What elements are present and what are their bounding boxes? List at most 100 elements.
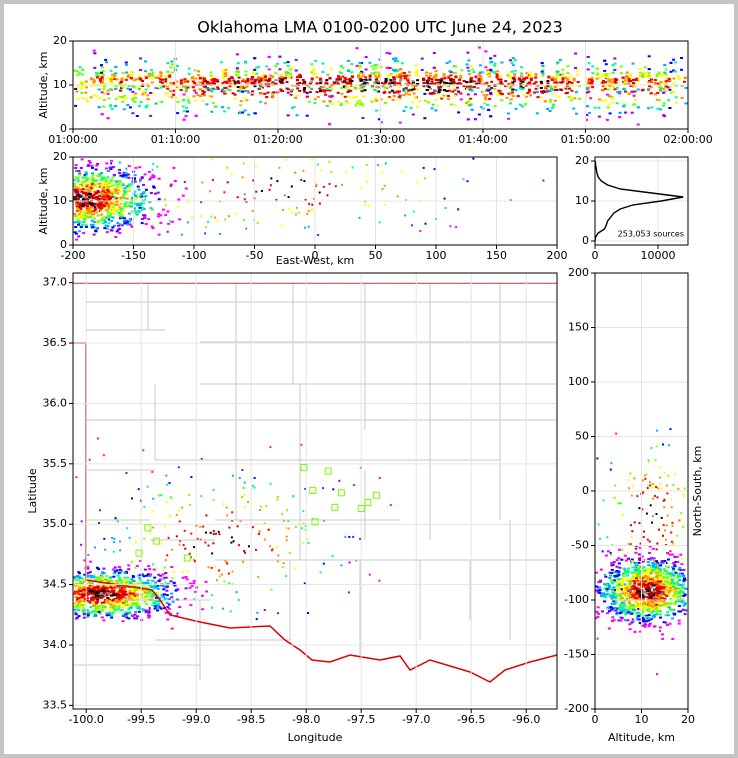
density-cell [517,77,521,80]
density-cell [193,546,196,549]
density-cell [425,81,429,84]
density-cell [117,571,121,574]
density-cell [542,179,545,182]
density-cell [226,562,229,565]
density-cell [638,68,642,70]
density-cell [107,214,111,217]
density-cell [513,80,517,83]
density-cell [358,72,362,75]
density-cell [80,543,83,546]
density-cell [98,509,101,512]
density-cell [637,604,640,607]
density-cell [133,589,137,592]
density-cell [267,80,271,83]
density-cell [100,185,104,188]
density-cell [647,580,651,583]
density-cell [230,541,233,544]
density-cell [80,82,84,85]
density-cell [182,85,186,88]
density-cell [127,564,131,567]
density-cell [553,81,557,84]
density-cell [243,493,246,496]
density-cell [312,197,315,200]
density-cell [619,610,623,613]
density-cell [98,587,101,589]
density-cell [162,593,166,596]
density-cell [131,196,135,199]
density-cell [472,80,476,83]
density-cell [99,604,103,607]
density-cell [513,75,517,78]
density-cell [216,579,218,582]
density-cell [113,586,117,589]
density-cell [253,80,257,83]
density-cell [87,206,91,209]
density-cell [611,594,615,597]
density-cell [118,161,121,164]
density-cell [590,82,594,85]
density-cell [114,236,118,238]
density-cell [649,618,653,621]
density-cell [86,179,90,182]
density-cell [154,592,158,595]
density-cell [663,597,667,600]
density-cell [81,214,85,217]
density-cell [88,161,92,164]
density-cell [595,610,599,613]
density-cell [484,66,488,69]
density-cell [83,579,86,582]
density-cell [182,544,185,547]
density-cell [499,82,502,85]
density-cell [186,86,190,89]
density-cell [376,80,380,83]
density-cell [302,169,305,172]
density-cell [150,590,154,593]
density-cell [92,196,96,199]
density-cell [243,89,247,92]
density-cell [96,593,100,596]
density-cell [163,597,167,600]
density-cell [135,210,139,213]
density-cell [79,194,83,197]
density-cell [419,229,422,232]
density-cell [98,174,102,177]
density-cell [625,71,629,74]
density-cell [629,79,633,82]
density-cell [233,85,237,87]
density-cell [106,170,110,172]
density-cell [656,82,660,85]
density-cell [434,78,438,81]
density-cell [142,207,146,210]
density-cell [493,71,497,74]
density-cell [113,196,116,199]
density-cell [230,536,233,539]
density-cell [148,531,151,534]
density-cell [125,97,129,100]
density-cell [250,93,254,96]
density-cell [103,583,107,585]
density-cell [160,78,164,81]
density-cell [659,564,662,567]
density-cell [200,458,203,460]
density-cell [647,88,650,91]
density-cell [126,576,130,579]
density-cell [76,97,80,100]
density-cell [477,73,481,76]
density-cell [211,158,214,160]
density-cell [299,76,302,78]
density-cell [591,65,595,68]
density-cell [546,82,550,85]
density-cell [448,70,452,73]
density-cell [77,589,81,592]
density-cell [93,80,96,83]
density-cell [207,81,211,84]
density-cell [74,226,78,228]
density-cell [167,95,171,98]
density-cell [152,186,156,189]
density-cell [665,580,669,583]
density-cell [143,91,147,94]
density-cell [507,112,510,115]
density-cell [407,89,411,92]
density-cell [520,72,524,75]
density-cell [94,594,98,597]
